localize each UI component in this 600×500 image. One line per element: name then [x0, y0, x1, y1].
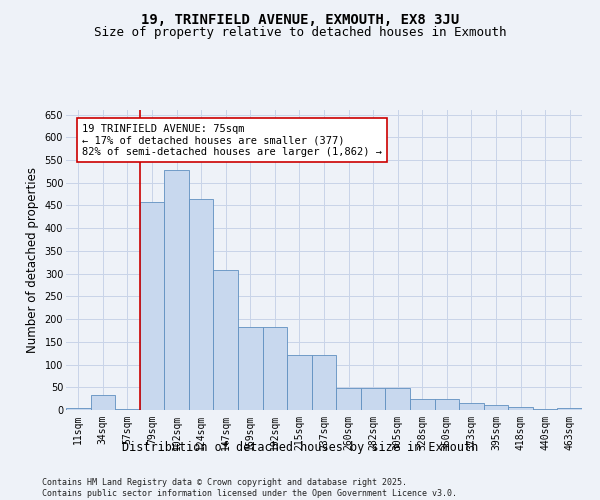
Bar [66, 408, 91, 410]
Bar [140, 202, 164, 410]
Bar [410, 398, 434, 410]
Bar [214, 270, 238, 410]
Bar [361, 388, 385, 410]
Bar [238, 327, 263, 410]
Bar [459, 403, 484, 410]
Bar [287, 356, 312, 410]
Bar [115, 408, 140, 410]
Text: 19, TRINFIELD AVENUE, EXMOUTH, EX8 3JU: 19, TRINFIELD AVENUE, EXMOUTH, EX8 3JU [141, 12, 459, 26]
Text: 19 TRINFIELD AVENUE: 75sqm
← 17% of detached houses are smaller (377)
82% of sem: 19 TRINFIELD AVENUE: 75sqm ← 17% of deta… [82, 124, 382, 157]
Bar [385, 388, 410, 410]
Bar [484, 406, 508, 410]
Bar [164, 170, 189, 410]
Bar [434, 398, 459, 410]
Y-axis label: Number of detached properties: Number of detached properties [26, 167, 39, 353]
Bar [312, 356, 336, 410]
Bar [91, 395, 115, 410]
Bar [557, 408, 582, 410]
Text: Contains HM Land Registry data © Crown copyright and database right 2025.
Contai: Contains HM Land Registry data © Crown c… [42, 478, 457, 498]
Bar [189, 198, 214, 410]
Text: Distribution of detached houses by size in Exmouth: Distribution of detached houses by size … [122, 441, 478, 454]
Bar [508, 407, 533, 410]
Bar [336, 388, 361, 410]
Bar [263, 327, 287, 410]
Text: Size of property relative to detached houses in Exmouth: Size of property relative to detached ho… [94, 26, 506, 39]
Bar [533, 408, 557, 410]
